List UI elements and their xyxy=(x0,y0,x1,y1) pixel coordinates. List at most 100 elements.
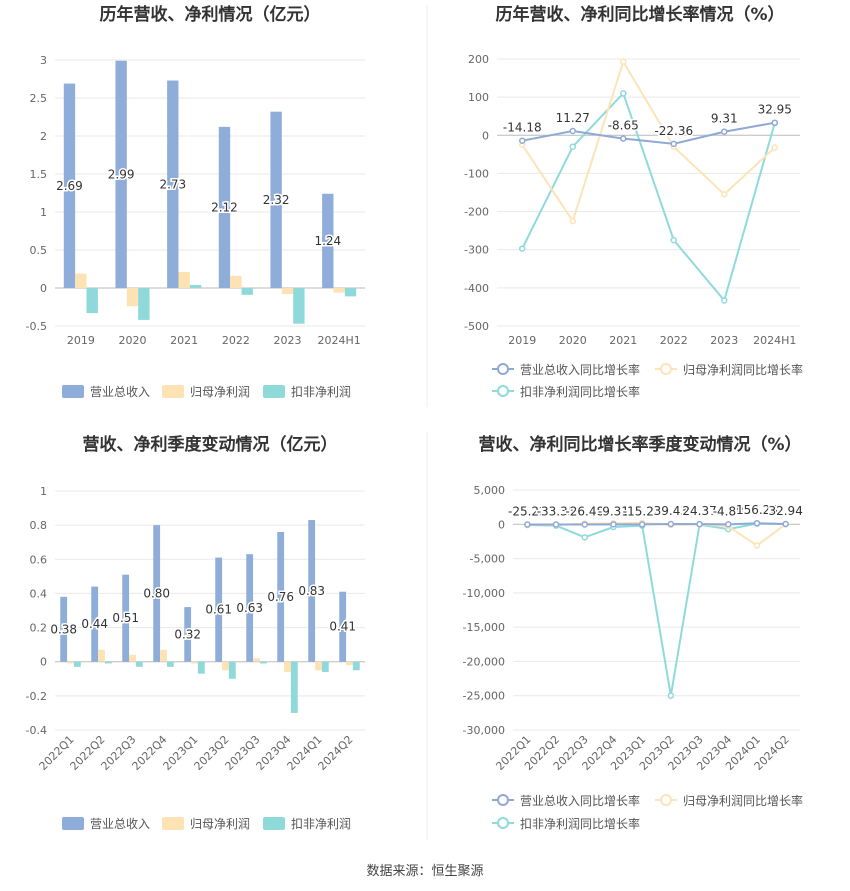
series-point xyxy=(771,144,778,151)
y-tick-label: 2.5 xyxy=(30,92,48,105)
legend-swatch-marker xyxy=(497,363,509,375)
legend-label: 扣非净利润同比增长率 xyxy=(520,816,640,831)
series-point xyxy=(552,521,560,528)
bar-deducted-profit xyxy=(189,284,202,288)
legend-label: 营业总收入同比增长率 xyxy=(520,362,640,377)
x-tick-label: 2024Q2 xyxy=(316,733,356,773)
bar-revenue xyxy=(184,607,192,662)
legend-swatch xyxy=(162,385,184,398)
bar-deducted-profit xyxy=(104,661,112,664)
y-tick-label: -0.2 xyxy=(26,690,47,703)
legend-label: 营业总收入同比增长率 xyxy=(520,793,640,808)
series-point xyxy=(753,519,761,527)
y-tick-label: 0 xyxy=(482,129,489,142)
series-point xyxy=(753,542,761,549)
series-point xyxy=(569,217,576,225)
series-point xyxy=(670,140,677,148)
bar-net-profit xyxy=(191,661,198,664)
y-tick-label: 5,000 xyxy=(474,484,506,497)
bar-deducted-profit xyxy=(344,288,357,297)
bar-data-label: 2.73 xyxy=(159,177,186,191)
y-tick-label: -25,000 xyxy=(463,690,505,703)
y-tick-label: 0.6 xyxy=(30,553,48,566)
bar-data-label: 0.44 xyxy=(81,617,108,631)
x-tick-label: 2021 xyxy=(609,334,637,347)
series-point xyxy=(670,236,677,244)
bar-deducted-profit xyxy=(135,661,143,667)
legend-label: 营业总收入 xyxy=(90,385,150,399)
line-data-label: 156.26 xyxy=(736,503,778,517)
series-point xyxy=(524,521,531,528)
y-tick-label: -5,000 xyxy=(470,553,505,566)
bar-revenue xyxy=(246,554,254,662)
y-tick-label: -10,000 xyxy=(463,587,505,600)
legend-swatch xyxy=(62,385,84,398)
series-point xyxy=(667,520,675,528)
bar-revenue xyxy=(115,60,127,289)
series-line-revenue-growth xyxy=(522,121,775,145)
legend-label: 归母净利润同比增长率 xyxy=(683,362,803,377)
y-tick-label: 200 xyxy=(468,53,489,66)
x-tick-label: 2023 xyxy=(710,334,738,347)
bar-data-label: 0.51 xyxy=(112,611,139,625)
y-tick-label: -400 xyxy=(464,282,489,295)
series-point xyxy=(667,692,675,699)
bar-deducted-profit xyxy=(86,288,98,314)
y-tick-label: -15,000 xyxy=(463,621,505,634)
x-tick-label: 2022 xyxy=(660,334,688,347)
series-point xyxy=(696,520,703,528)
legend-swatch-marker xyxy=(497,817,509,829)
bar-data-label: 0.41 xyxy=(329,620,356,634)
series-point xyxy=(610,521,617,528)
x-tick-label: 2024H1 xyxy=(318,334,361,347)
bar-revenue xyxy=(91,586,99,662)
x-tick-label: 2019 xyxy=(67,334,95,347)
bar-revenue xyxy=(218,126,231,288)
bar-revenue xyxy=(153,525,161,662)
y-tick-label: 1 xyxy=(40,206,47,219)
chart-title: 历年营收、净利同比增长率情况（%） xyxy=(495,4,784,25)
legend-swatch-marker xyxy=(660,794,672,806)
bar-data-label: 0.32 xyxy=(174,627,201,641)
x-tick-label: 2019 xyxy=(508,334,536,347)
annual-line-chart: 历年营收、净利同比增长率情况（%） -500 -400 -300 -200 -100 0 10… xyxy=(464,4,803,399)
line-data-label: -33.35 xyxy=(537,505,576,519)
legend-swatch xyxy=(62,817,84,830)
bar-net-profit xyxy=(253,658,260,662)
y-tick-label: 2 xyxy=(40,130,47,143)
quarter-bar-chart: 营收、净利季度变动情况（亿元） -0.4 -0.2 0 0.2 0.4 0.6 0.8 1 202… xyxy=(26,434,365,831)
line-data-label: -22.36 xyxy=(654,124,693,138)
y-tick-label: -100 xyxy=(464,167,489,180)
bar-deducted-profit xyxy=(166,661,174,667)
bar-deducted-profit xyxy=(241,288,253,295)
bar-net-profit xyxy=(129,654,136,662)
y-tick-label: -20,000 xyxy=(463,655,505,668)
legend-label: 归母净利润 xyxy=(190,385,250,399)
x-tick-label: 2020 xyxy=(119,334,147,347)
x-tick-label: 2020 xyxy=(559,334,587,347)
x-tick-label: 2021 xyxy=(170,334,198,347)
legend-label: 扣非净利润 xyxy=(291,817,351,831)
y-tick-label: -0.5 xyxy=(26,320,47,333)
series-point xyxy=(620,135,627,142)
series-point xyxy=(519,137,526,144)
bar-revenue xyxy=(63,83,76,288)
bar-net-profit xyxy=(333,288,345,293)
bar-deducted-profit xyxy=(321,661,329,672)
series-line-revenue-growth xyxy=(527,522,786,526)
legend-swatch-marker xyxy=(497,794,509,806)
line-data-label: -4.88 xyxy=(713,504,744,518)
bar-revenue xyxy=(339,591,347,662)
y-tick-label: -300 xyxy=(464,244,489,257)
bar-net-profit xyxy=(222,661,229,671)
line-data-label: -8.65 xyxy=(608,119,639,133)
bar-net-profit xyxy=(67,661,74,664)
bar-revenue xyxy=(60,596,68,662)
chart-title: 营收、净利季度变动情况（亿元） xyxy=(83,434,338,455)
legend-label: 归母净利润同比增长率 xyxy=(683,793,803,808)
series-line-net-profit-growth xyxy=(521,59,776,224)
y-tick-label: 0.4 xyxy=(30,587,48,600)
line-data-label: -9.31 xyxy=(598,504,629,518)
y-tick-label: 3 xyxy=(40,54,47,67)
